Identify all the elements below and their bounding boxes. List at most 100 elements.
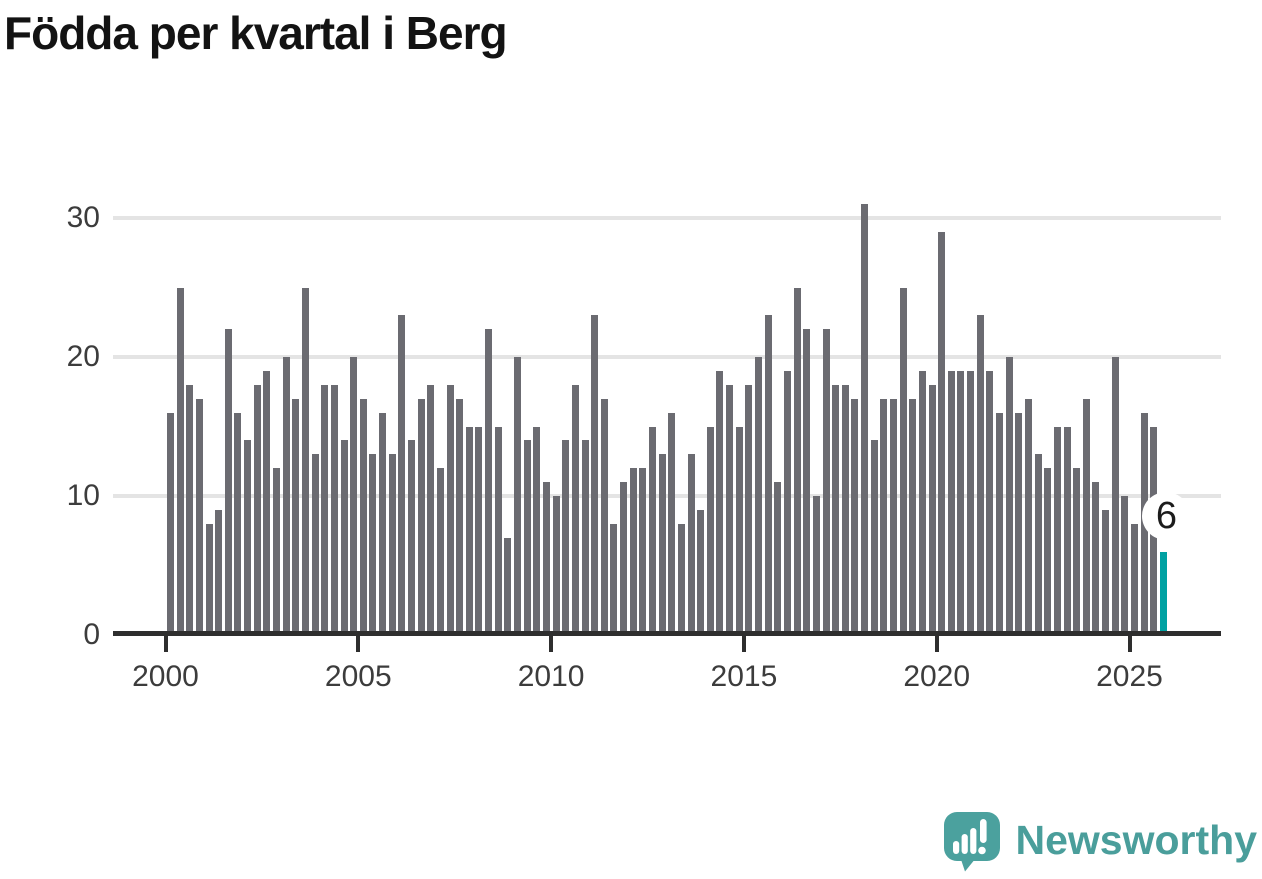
bar (851, 398, 859, 635)
bar (610, 523, 618, 635)
bar (494, 426, 502, 635)
bar (1024, 398, 1032, 635)
bar (591, 315, 599, 635)
bar (890, 398, 897, 635)
value-label-halo (1142, 491, 1191, 540)
bar (764, 315, 772, 635)
bar (658, 454, 666, 635)
x-axis-tick (549, 636, 554, 652)
exclamation-dot (977, 846, 986, 855)
newsworthy-logo-text: Newsworthy (1015, 817, 1258, 863)
bar (436, 468, 444, 635)
bar (793, 287, 801, 635)
bar (1131, 523, 1138, 635)
bar (581, 440, 589, 635)
bar (273, 468, 281, 635)
bar (292, 398, 300, 635)
bar (562, 440, 570, 635)
mini-bar-1 (952, 841, 959, 854)
bar (475, 426, 483, 635)
bar (1092, 482, 1100, 635)
bar (542, 482, 550, 635)
bar (1005, 357, 1013, 635)
value-label: 6 (1155, 494, 1177, 537)
x-axis-line (113, 631, 1221, 636)
gridline-y30 (113, 216, 1221, 220)
x-axis-label: 2005 (324, 660, 392, 693)
bar (253, 384, 261, 635)
bar (1111, 357, 1119, 635)
bar (947, 370, 955, 635)
bar (456, 398, 464, 635)
bar (504, 537, 512, 635)
bar (861, 204, 869, 635)
bar (706, 426, 714, 635)
bar (379, 412, 387, 635)
bar (369, 454, 377, 635)
x-axis-label: 2025 (1096, 660, 1163, 693)
y-axis-label: 0 (83, 618, 100, 651)
bar (176, 287, 184, 635)
bar (533, 426, 541, 635)
x-axis-label: 2010 (517, 660, 585, 693)
bar (215, 509, 223, 635)
bar (668, 412, 676, 635)
x-axis-tick (1127, 636, 1132, 652)
bar (918, 370, 926, 635)
bar (485, 329, 493, 635)
x-axis-label: 2015 (710, 660, 778, 693)
bar (822, 329, 830, 635)
newsworthy-logo-icon (943, 812, 1000, 872)
y-axis-label: 10 (66, 479, 100, 512)
bar (186, 384, 194, 635)
bar (205, 523, 213, 635)
bar (745, 384, 753, 635)
bar (841, 384, 849, 635)
bar (677, 523, 685, 635)
x-axis-tick (741, 636, 746, 652)
bar (1073, 468, 1081, 635)
bar (1082, 398, 1090, 635)
bar (803, 329, 811, 635)
bar (1121, 496, 1129, 635)
bar (899, 287, 907, 635)
x-axis-label: 2000 (132, 660, 199, 693)
bar (195, 398, 203, 635)
bar (282, 357, 290, 635)
newsworthy-logo: Newsworthy (940, 808, 1258, 872)
bar (600, 398, 608, 635)
bar (649, 426, 656, 635)
bar (938, 231, 946, 635)
bar (1053, 426, 1061, 635)
bar (870, 440, 878, 635)
bar (957, 370, 965, 635)
bar (755, 357, 763, 635)
bar (832, 384, 840, 635)
bar (783, 370, 791, 635)
bar (774, 482, 782, 635)
bar (465, 426, 473, 635)
bar (446, 384, 454, 635)
bar (716, 370, 724, 635)
bar (812, 496, 820, 635)
bar (986, 370, 994, 635)
highlight-bar (1159, 551, 1167, 635)
bar (1034, 454, 1042, 635)
bar (263, 370, 271, 635)
x-axis-tick (934, 636, 939, 652)
bar (244, 440, 252, 635)
bar (620, 482, 628, 635)
bar (427, 384, 435, 635)
y-axis-label: 20 (66, 340, 100, 373)
x-axis-label: 2020 (903, 660, 971, 693)
bar (552, 496, 560, 635)
bar (880, 398, 888, 635)
bar (330, 384, 338, 635)
bar (1063, 426, 1071, 635)
bar (726, 384, 734, 635)
bar (976, 315, 984, 635)
bar (234, 412, 242, 635)
bar (1015, 412, 1023, 635)
